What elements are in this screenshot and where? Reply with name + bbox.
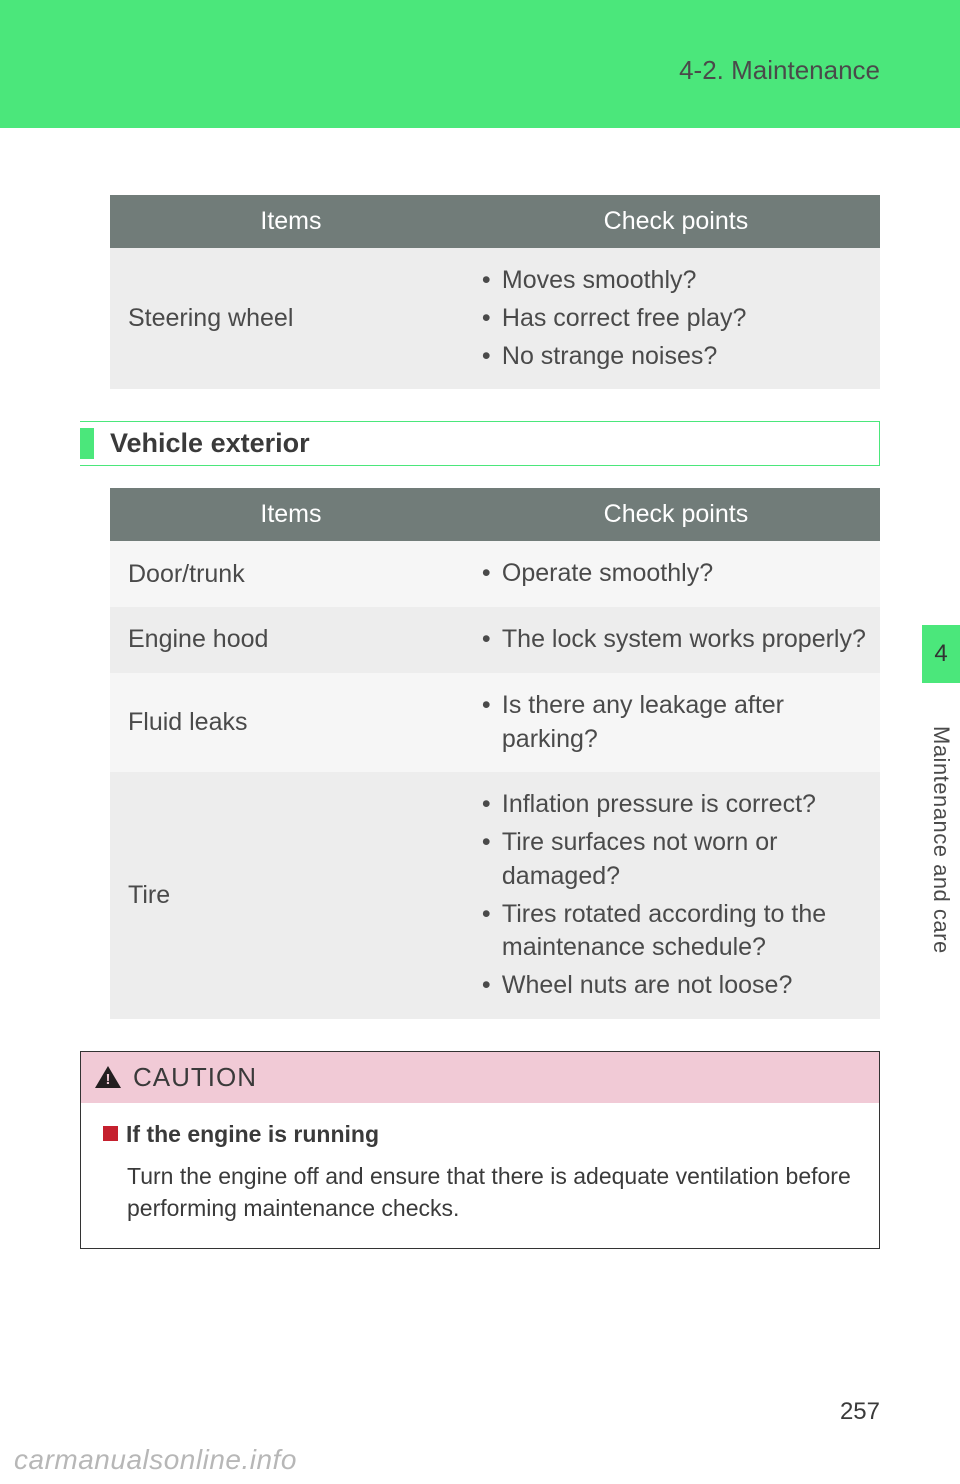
- table2-check: Inflation pressure is correct?: [482, 788, 870, 822]
- table-row: Engine hood The lock system works proper…: [110, 607, 880, 673]
- table2-check: Tire surfaces not worn or damaged?: [482, 826, 870, 894]
- caution-header: ! CAUTION: [81, 1052, 879, 1103]
- table2-check: The lock system works properly?: [482, 623, 870, 657]
- side-label-text: Maintenance and care: [928, 726, 954, 954]
- table2-col-checks: Check points: [472, 488, 880, 541]
- table2-checks: Inflation pressure is correct? Tire surf…: [472, 772, 880, 1019]
- table1-col-items: Items: [110, 195, 472, 248]
- table2-check: Tires rotated according to the maintenan…: [482, 898, 870, 966]
- bullet-square-icon: [103, 1126, 118, 1141]
- side-tab: 4: [922, 625, 960, 683]
- table2-checks: Is there any leakage after parking?: [472, 673, 880, 773]
- caution-subheading-text: If the engine is running: [126, 1121, 379, 1147]
- table2-item: Door/trunk: [110, 541, 472, 607]
- table-interior: Items Check points Steering wheel Moves …: [110, 195, 880, 389]
- side-tab-number: 4: [934, 640, 947, 668]
- table1-check: Has correct free play?: [482, 302, 870, 336]
- table2-check: Operate smoothly?: [482, 557, 870, 591]
- caution-title: CAUTION: [133, 1062, 257, 1093]
- table1-check: Moves smoothly?: [482, 264, 870, 298]
- page-number: 257: [840, 1398, 880, 1426]
- caution-paragraph: Turn the engine off and ensure that ther…: [103, 1160, 857, 1224]
- table-row: Door/trunk Operate smoothly?: [110, 541, 880, 607]
- table2-item: Fluid leaks: [110, 673, 472, 773]
- table2-item: Tire: [110, 772, 472, 1019]
- table1-check: No strange noises?: [482, 340, 870, 374]
- table2-check: Is there any leakage after parking?: [482, 689, 870, 757]
- table1-checks: Moves smoothly? Has correct free play? N…: [472, 248, 880, 389]
- table2-check: Wheel nuts are not loose?: [482, 969, 870, 1003]
- header-section-title: 4-2. Maintenance: [679, 55, 880, 86]
- warning-icon: !: [95, 1066, 121, 1088]
- caution-box: ! CAUTION If the engine is running Turn …: [80, 1051, 880, 1249]
- table1-item: Steering wheel: [110, 248, 472, 389]
- table-exterior: Items Check points Door/trunk Operate sm…: [110, 488, 880, 1019]
- section-accent-bar: [80, 428, 94, 459]
- caution-subheading: If the engine is running: [103, 1121, 857, 1148]
- table2-item: Engine hood: [110, 607, 472, 673]
- table-row: Steering wheel Moves smoothly? Has corre…: [110, 248, 880, 389]
- table-row: Tire Inflation pressure is correct? Tire…: [110, 772, 880, 1019]
- side-vertical-label: Maintenance and care: [922, 690, 960, 990]
- table-row: Fluid leaks Is there any leakage after p…: [110, 673, 880, 773]
- section-title: Vehicle exterior: [110, 428, 310, 458]
- table2-col-items: Items: [110, 488, 472, 541]
- table1-col-checks: Check points: [472, 195, 880, 248]
- table2-checks: The lock system works properly?: [472, 607, 880, 673]
- content-area: Items Check points Steering wheel Moves …: [110, 195, 880, 1249]
- caution-body: If the engine is running Turn the engine…: [81, 1103, 879, 1248]
- section-heading: Vehicle exterior: [80, 421, 880, 466]
- table2-checks: Operate smoothly?: [472, 541, 880, 607]
- watermark: carmanualsonline.info: [0, 1436, 960, 1484]
